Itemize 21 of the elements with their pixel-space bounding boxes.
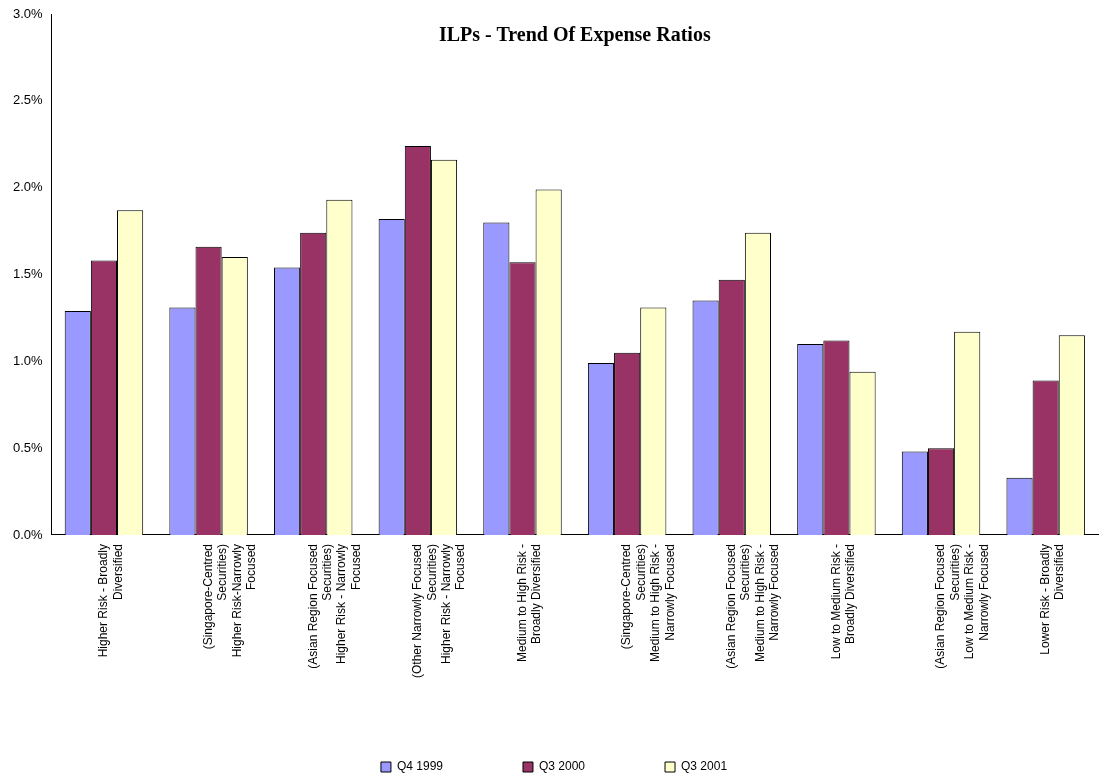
- x-tick-label: (Singapore-Centred Securities) Higher Risk-Narrowly Focused: [200, 543, 259, 658]
- x-tick-label: (Asian Region Focused Securities) Higher Risk - Narrowly Focused: [305, 543, 363, 669]
- y-tick-label: 2.5%: [12, 92, 44, 108]
- x-tick-label: (Asian Region Focused Securities) Medium to High Risk - Narrowly Focused: [724, 543, 782, 669]
- y-tick-label: 2.0%: [12, 179, 44, 195]
- legend-label: Q4 1999: [396, 759, 444, 774]
- x-tick-label: (Asian Region Focused Securities) Low to Medium Risk - Narrowly Focused: [933, 543, 991, 669]
- x-tick-label: Medium to High Risk - Broadly Diversified: [514, 543, 544, 662]
- y-tick-label: 1.0%: [12, 352, 44, 368]
- y-tick-label: 1.5%: [12, 266, 44, 282]
- x-tick-label: (Other Narrowly Focused Securities) Higher Risk - Narrowly Focused: [410, 543, 468, 679]
- y-tick-label: 0.5%: [12, 439, 44, 455]
- y-tick-label: 0.0%: [12, 526, 44, 542]
- text: ILPs - Trend Of Expense Ratios: [438, 23, 711, 47]
- legend-label: Q3 2001: [681, 759, 728, 774]
- x-tick-label: Low to Medium Risk - Broadly Diversified: [828, 543, 858, 660]
- legend-label: Q3 2000: [538, 759, 586, 774]
- x-tick-label: (Singapore-Centred Securities) Medium to High Risk - Narrowly Focused: [619, 543, 677, 662]
- y-tick-label: 3.0%: [12, 5, 44, 21]
- x-tick-label: Higher Risk - Broadly Diversified: [96, 543, 125, 658]
- x-tick-label: Lower Risk - Broadly Diversified: [1037, 543, 1067, 655]
